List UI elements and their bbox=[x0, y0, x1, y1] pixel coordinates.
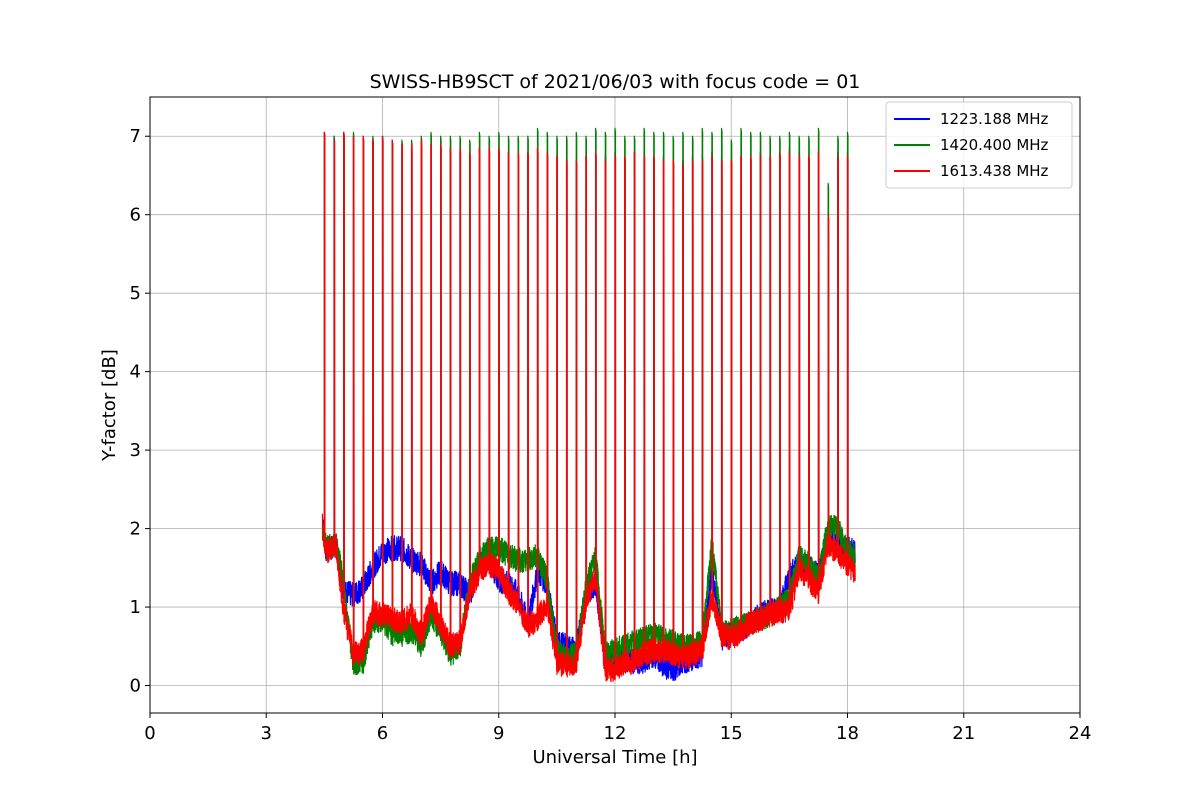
legend-box bbox=[885, 101, 1073, 189]
y-tick-label: 1 bbox=[130, 597, 141, 618]
x-tick-label: 9 bbox=[493, 723, 504, 744]
y-tick-label: 6 bbox=[130, 205, 141, 226]
legend-entry-label: 1420.400 MHz bbox=[940, 136, 1049, 154]
series-group bbox=[321, 127, 856, 683]
legend-entry-label: 1613.438 MHz bbox=[940, 162, 1049, 180]
x-tick-label: 0 bbox=[144, 723, 155, 744]
x-tick-label: 12 bbox=[604, 723, 627, 744]
x-tick-label: 18 bbox=[836, 723, 859, 744]
y-tick-label: 3 bbox=[130, 440, 141, 461]
x-axis-label: Universal Time [h] bbox=[532, 747, 697, 768]
x-tick-label: 21 bbox=[952, 723, 975, 744]
y-axis: 0 1 2 3 4 5 6 7 bbox=[130, 126, 150, 697]
x-tick-label: 6 bbox=[377, 723, 388, 744]
y-tick-label: 7 bbox=[130, 126, 141, 147]
plot-area bbox=[321, 127, 856, 683]
y-tick-label: 5 bbox=[130, 283, 141, 304]
legend-entry-label: 1223.188 MHz bbox=[940, 110, 1049, 128]
y-axis-label: Y-factor [dB] bbox=[99, 349, 120, 462]
legend: 1223.188 MHz 1420.400 MHz 1613.438 MHz bbox=[885, 101, 1073, 189]
y-tick-label: 2 bbox=[130, 519, 141, 540]
y-tick-label: 4 bbox=[130, 362, 141, 383]
series-line bbox=[321, 131, 856, 683]
x-axis: 0 3 6 9 12 15 18 21 24 bbox=[144, 713, 1091, 744]
y-tick-label: 0 bbox=[130, 676, 141, 697]
chart-title: SWISS-HB9SCT of 2021/06/03 with focus co… bbox=[370, 71, 861, 93]
x-tick-label: 3 bbox=[261, 723, 272, 744]
x-tick-label: 15 bbox=[720, 723, 743, 744]
x-tick-label: 24 bbox=[1069, 723, 1092, 744]
